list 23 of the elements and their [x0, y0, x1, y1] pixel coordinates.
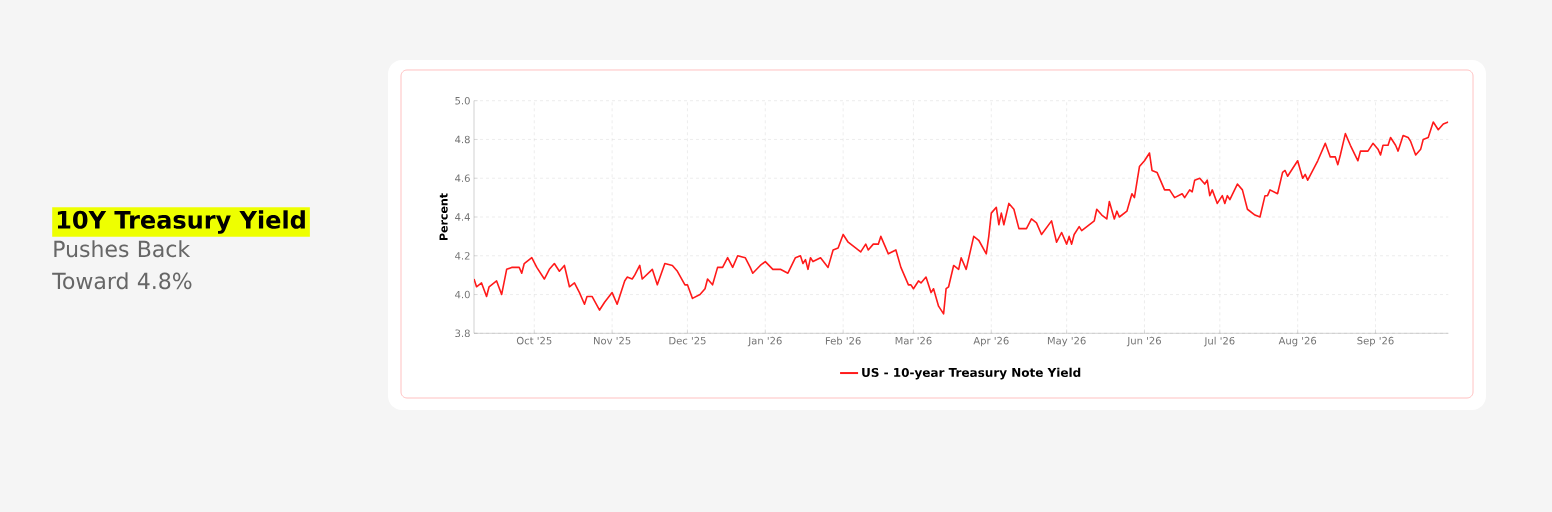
- x-tick-label: May '26: [1047, 336, 1086, 347]
- y-axis-title: Percent: [439, 193, 448, 240]
- x-tick-label: Aug '26: [1278, 336, 1317, 347]
- y-tick-label: 5.0: [455, 96, 470, 105]
- x-tick-label: Jun '26: [1126, 336, 1161, 347]
- y-tick-label: 4.4: [455, 213, 470, 221]
- x-tick-label: Sep '26: [1357, 336, 1394, 347]
- legend-label: US - 10-year Treasury Note Yield: [862, 367, 1081, 380]
- x-tick-label: Nov '25: [594, 336, 631, 345]
- x-tick-label: Apr '26: [973, 336, 1009, 347]
- x-tick-label: Mar '26: [895, 336, 932, 345]
- x-tick-label: Jan '26: [747, 336, 782, 347]
- x-tick-label: Oct '25: [516, 336, 552, 345]
- y-tick-label: 3.8: [455, 329, 470, 338]
- x-tick-label: Feb '26: [825, 336, 861, 345]
- x-tick-label: Dec '25: [669, 336, 706, 345]
- x-tick-label: Jul '26: [1203, 336, 1235, 347]
- text: Pushes Back Toward 4.8%: [52, 240, 192, 290]
- y-tick-label: 4.8: [455, 135, 470, 144]
- text: 10Y Treasury Yield: [57, 210, 305, 234]
- y-tick-label: 4.2: [455, 252, 470, 260]
- y-tick-label: 4.0: [455, 290, 470, 299]
- y-tick-label: 4.6: [455, 174, 470, 183]
